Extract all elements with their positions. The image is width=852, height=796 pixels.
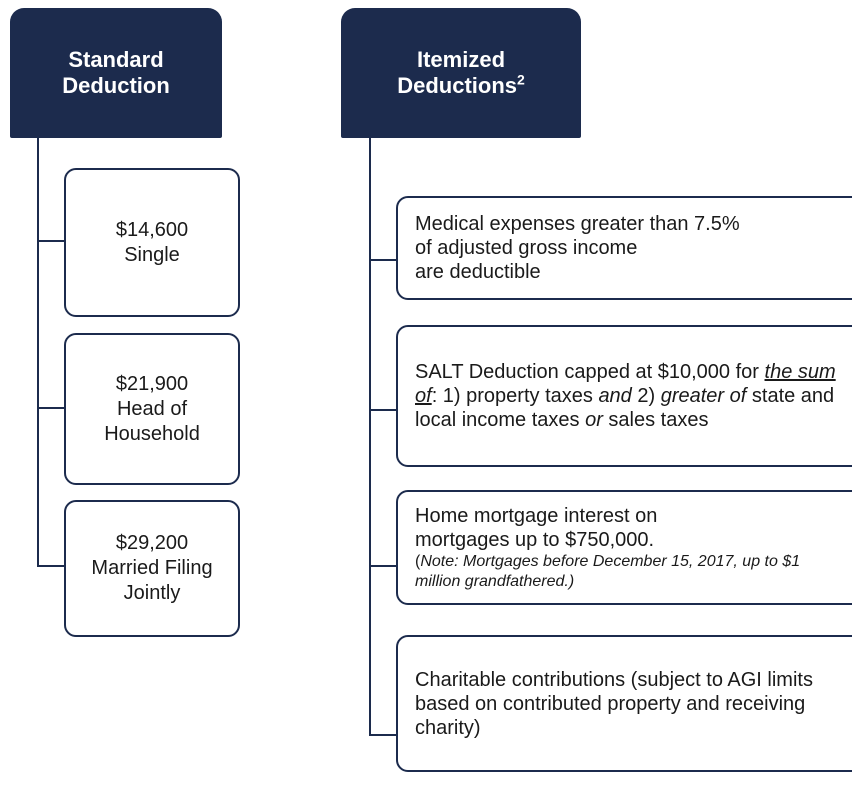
- item-note: (Note: Mortgages before December 15, 201…: [415, 552, 840, 592]
- text: sales taxes: [602, 409, 709, 431]
- header-itemized: Itemized Deductions2: [341, 8, 581, 138]
- itemized-box: Medical expenses greater than 7.5% of adj…: [396, 196, 852, 300]
- itemized-box: Charitable contributions (subject to AGI…: [396, 635, 852, 772]
- item-text: Charitable contributions (subject to AGI…: [415, 668, 835, 740]
- text: Medical expenses greater than 7.5%: [415, 213, 740, 235]
- item-text: Medical expenses greater than 7.5% of adj…: [415, 212, 840, 284]
- item-text: SALT Deduction capped at $10,000 for the…: [415, 360, 840, 432]
- header-title-wrap: Itemized Deductions2: [386, 47, 536, 99]
- amount: $14,600: [115, 218, 189, 241]
- item-text: Home mortgage interest on mortgages up t…: [415, 504, 715, 552]
- text: or: [585, 409, 603, 431]
- standard-box: $29,200 Married Filing Jointly: [64, 500, 240, 637]
- filing-status: Single: [124, 243, 180, 266]
- amount: $29,200: [115, 532, 189, 554]
- text: and: [598, 385, 632, 407]
- text: the sum of: [415, 361, 836, 407]
- text: Home mortgage interest on mortgages up t…: [415, 504, 658, 551]
- text: greater of: [660, 385, 747, 407]
- standard-box: $14,600 Single: [64, 168, 240, 317]
- text: of adjusted gross income: [415, 237, 638, 259]
- itemized-box: SALT Deduction capped at $10,000 for the…: [396, 325, 852, 467]
- text: state and local income taxes: [415, 385, 835, 431]
- amount: $21,900: [115, 372, 189, 395]
- standard-box: $21,900 Head of Household: [64, 333, 240, 485]
- text: 2): [631, 385, 661, 407]
- text: are deductible: [415, 261, 541, 283]
- filing-status: Head of Household: [104, 397, 200, 445]
- header-title: Standard Deduction: [62, 47, 170, 98]
- header-standard: Standard Deduction: [10, 8, 222, 138]
- header-title: Itemized Deductions: [397, 47, 517, 98]
- text: SALT Deduction capped at $10,000 for: [415, 361, 765, 383]
- itemized-box: Home mortgage interest on mortgages up t…: [396, 490, 852, 605]
- text: (: [415, 552, 421, 570]
- text: Charitable contributions (subject to AGI…: [415, 668, 813, 739]
- text: Note: Mortgages before December 15, 2017…: [415, 552, 801, 590]
- filing-status: Married Filing Jointly: [91, 557, 213, 604]
- footnote-mark: 2: [517, 71, 525, 88]
- text: : 1) property taxes: [431, 385, 599, 407]
